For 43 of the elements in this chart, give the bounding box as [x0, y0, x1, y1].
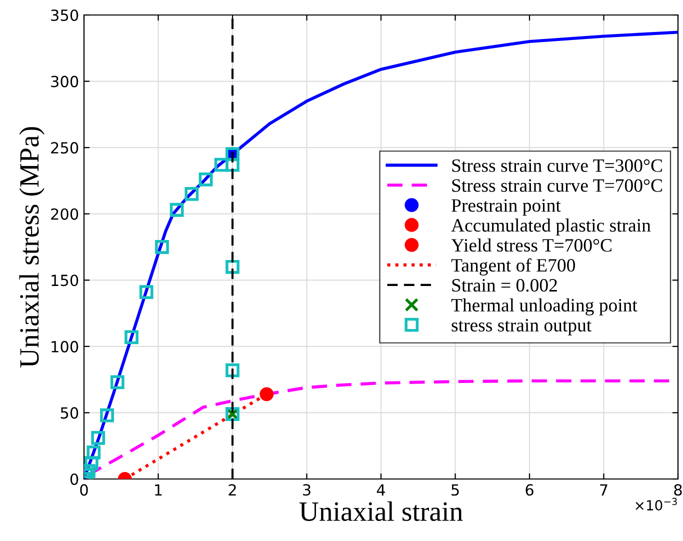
x-tick-label: 4	[376, 484, 386, 496]
point	[124, 330, 138, 344]
point	[170, 202, 184, 217]
legend-label: Stress strain curve T=700°C	[452, 179, 662, 192]
x-tick-label: 6	[526, 484, 534, 496]
point	[226, 363, 240, 378]
y-tick-label: 0	[70, 473, 78, 486]
y-axis-title: Uniaxial stress (MPa)	[19, 127, 44, 368]
point	[86, 446, 101, 460]
legend-label: Yield stress T=700°C	[451, 238, 612, 252]
x-tick-label: 5	[452, 484, 459, 496]
y-tick-label: 350	[51, 9, 78, 22]
x-tick-label: 1	[155, 484, 162, 496]
x-tick-label: 0	[80, 484, 88, 496]
point	[100, 408, 114, 422]
y-tick-label: 100	[52, 340, 78, 352]
y-tick-label: 300	[51, 76, 78, 88]
x-tick-label: 3	[303, 484, 310, 496]
legend-label: Strain = 0.002	[452, 278, 557, 292]
y-tick-label: 150	[52, 274, 78, 286]
point	[84, 456, 98, 470]
text: ×10$^{−3}$	[636, 498, 677, 511]
legend-label: Prestrain point	[452, 199, 561, 216]
legend-label: stress strain output	[452, 318, 592, 336]
point	[91, 430, 106, 445]
y-tick-label: 250	[51, 142, 78, 154]
point	[184, 187, 199, 201]
legend-label: Tangent of E700	[451, 258, 575, 276]
x-tick-label: 2	[228, 484, 236, 496]
x-tick-label: 7	[600, 484, 608, 496]
x-axis-title: Uniaxial strain	[299, 501, 463, 521]
point	[139, 285, 154, 300]
point	[198, 172, 213, 186]
legend-label: Stress strain curve T=300°C	[452, 159, 662, 172]
point	[155, 240, 169, 254]
legend-label: Accumulated plastic strain	[451, 218, 651, 236]
y-tick-label: 200	[51, 208, 78, 220]
point	[110, 375, 124, 390]
legend-label: Thermal unloading point	[451, 298, 638, 316]
y-tick-label: 50	[60, 407, 78, 419]
x-tick-label: 8	[674, 484, 682, 496]
point	[260, 387, 274, 402]
point	[214, 158, 228, 172]
